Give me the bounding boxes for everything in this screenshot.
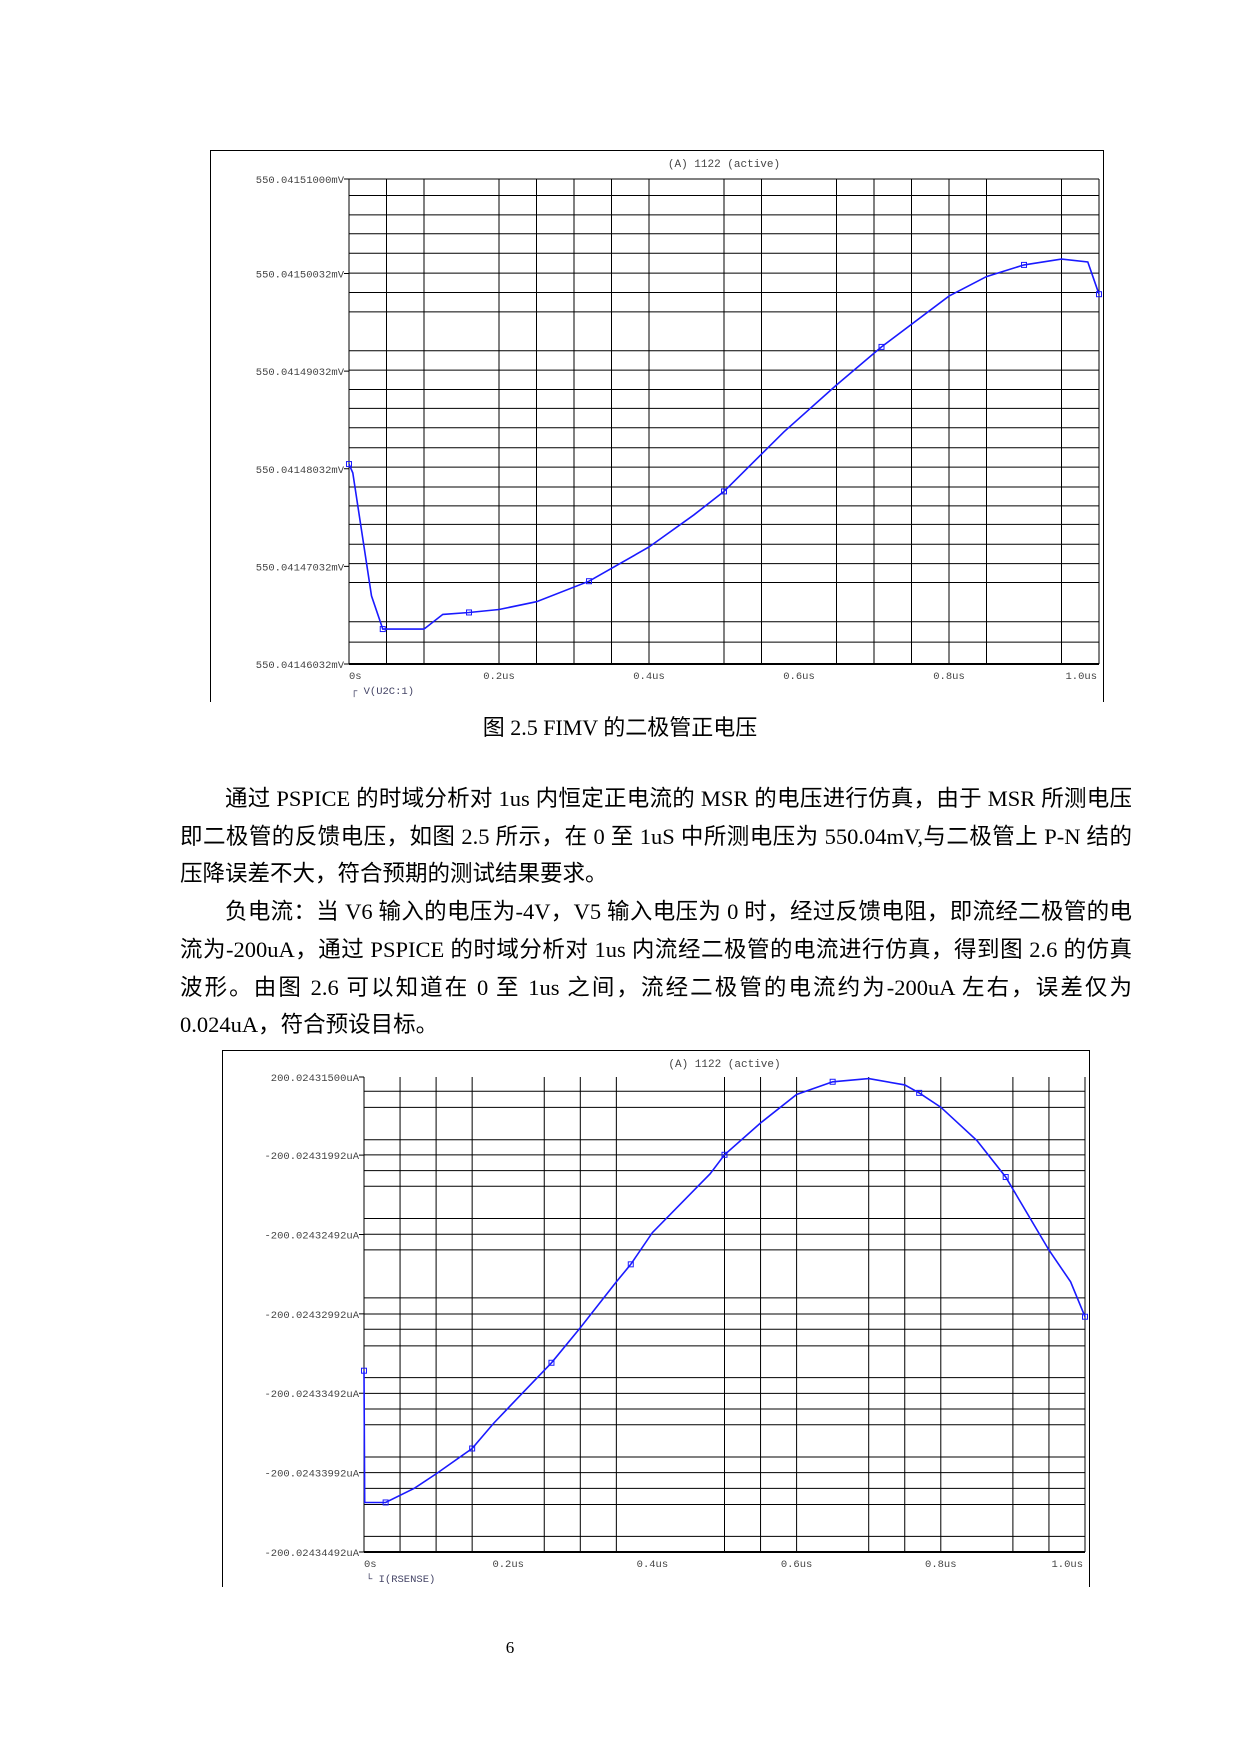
y-tick-label: 550.04149032mV [256,367,345,379]
y-tick-label: 550.04151000mV [256,175,345,187]
x-tick-label: 0.6us [781,1559,813,1571]
x-tick-label: 0s [349,671,362,683]
y-tick-label: 550.04146032mV [256,660,345,672]
voltage-waveform-chart: (A) 1122 (active) 550.04151000mV 550.04150… [210,150,1104,702]
current-waveform-chart: (A) 1122 (active) 200.02431500uA -200.0243… [222,1050,1090,1587]
page-number: 6 [505,1638,515,1657]
y-tick-label: -200.02433992uA [264,1469,359,1481]
legend-entry: └ I(RSENSE) [366,1573,435,1586]
series-line [348,258,1100,630]
chart-title: (A) 1122 (active) [668,1059,780,1071]
paragraph-1: 通过 PSPICE 的时域分析对 1us 内恒定正电流的 MSR 的电压进行仿真… [180,786,1132,887]
figure-caption-2-5: 图 2.5 FIMV 的二极管正电压 [482,715,758,740]
y-tick-label: 200.02431500uA [271,1073,360,1085]
chart-svg: (A) 1122 (active) 550.04151000mV 550.04150… [256,159,1102,698]
body-text: 通过 PSPICE 的时域分析对 1us 内恒定正电流的 MSR 的电压进行仿真… [180,780,1132,1044]
data-point-marker [721,1151,728,1158]
data-point-marker [1096,291,1102,298]
data-point-marker [1082,1313,1088,1320]
y-tick-label: -200.02431992uA [264,1151,359,1163]
data-point-marker [586,578,592,585]
paragraph-2: 负电流：当 V6 输入的电压为-4V，V5 输入电压为 0 时，经过反馈电阻，即… [180,899,1132,1038]
chart-svg: (A) 1122 (active) 200.02431500uA -200.0243… [264,1059,1088,1586]
x-tick-label: 0.6us [783,671,815,683]
x-tick-label: 0.8us [933,671,965,683]
x-tick-label: 1.0us [1051,1559,1083,1571]
data-point-marker [379,626,386,633]
data-point-marker [548,1359,555,1366]
data-point-marker [346,461,352,468]
y-tick-label: 550.04150032mV [256,270,345,282]
data-point-marker [878,343,885,350]
x-tick-label: 0s [364,1559,377,1571]
data-point-marker [721,488,727,495]
x-tick-label: 0.4us [637,1559,669,1571]
data-point-marker [829,1078,836,1085]
data-point-marker [361,1367,367,1374]
x-tick-label: 0.2us [483,671,515,683]
x-tick-label: 0.2us [492,1559,524,1571]
data-point-marker [1021,261,1027,268]
series-line [363,1077,1086,1504]
x-tick-label: 1.0us [1065,671,1097,683]
y-tick-label: -200.02432492uA [264,1230,359,1242]
y-tick-label: -200.02433492uA [264,1389,359,1401]
data-point-marker [382,1499,389,1506]
x-tick-label: 0.8us [925,1559,957,1571]
y-tick-label: 550.04148032mV [256,465,345,477]
data-point-marker [916,1089,923,1096]
y-tick-label: -200.02434492uA [264,1548,359,1560]
data-point-marker [466,609,472,616]
data-point-marker [1002,1174,1009,1181]
data-point-marker [469,1445,476,1452]
x-tick-label: 0.4us [633,671,665,683]
data-point-marker [627,1261,634,1268]
y-tick-label: 550.04147032mV [256,562,345,574]
chart-title: (A) 1122 (active) [668,159,780,171]
y-tick-label: -200.02432992uA [264,1310,359,1322]
legend-entry: ┌ V(U2C:1) [351,686,414,698]
